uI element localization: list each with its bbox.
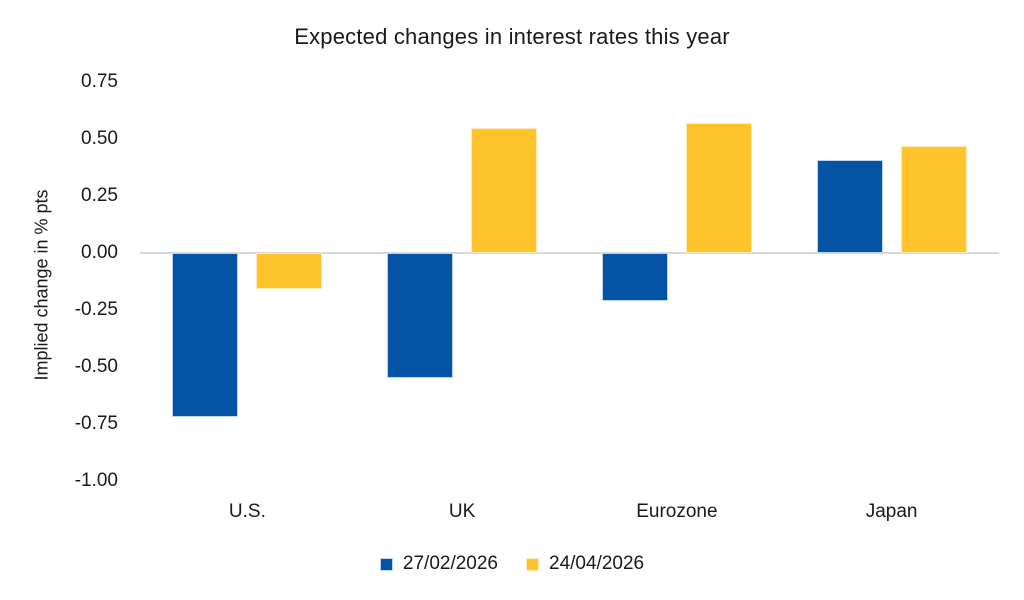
y-tick-label: -1.00 xyxy=(74,470,118,491)
bar-24-04-2026-japan xyxy=(900,145,967,253)
legend-swatch-icon xyxy=(526,557,539,571)
bar-27-02-2026-uk xyxy=(387,253,454,379)
y-tick-label: 0.50 xyxy=(81,128,118,149)
bar-27-02-2026-us xyxy=(172,253,239,418)
bar-24-04-2026-us xyxy=(256,253,323,290)
legend-swatch-icon xyxy=(379,557,393,571)
y-tick-label: -0.50 xyxy=(74,356,118,377)
category-label-uk: UK xyxy=(448,501,476,522)
y-tick-label: 0.25 xyxy=(81,185,118,206)
legend-label: 24/04/2026 xyxy=(549,553,645,574)
bar-24-04-2026-uk xyxy=(471,127,538,253)
category-label-eurozone: Eurozone xyxy=(636,501,718,522)
y-axis-title: Implied change in % pts xyxy=(31,189,52,381)
legend: 27/02/2026 24/04/2026 xyxy=(0,553,1024,575)
category-label-japan: Japan xyxy=(865,501,918,522)
legend-label: 27/02/2026 xyxy=(402,553,498,574)
y-tick-label: 0.00 xyxy=(81,242,118,263)
y-tick-label: -0.75 xyxy=(74,413,118,434)
category-label-us: U.S. xyxy=(228,501,266,522)
y-tick-label: 0.75 xyxy=(81,71,118,92)
y-tick-label: -0.25 xyxy=(74,299,118,320)
bar-24-04-2026-eurozone xyxy=(685,123,752,253)
legend-entry: 24/04/2026 xyxy=(526,553,644,575)
chart-title: Expected changes in interest rates this … xyxy=(294,24,730,49)
bar-27-02-2026-japan xyxy=(816,159,883,253)
zero-axis-line xyxy=(140,252,999,254)
bar-27-02-2026-eurozone xyxy=(601,253,668,301)
legend-entry: 27/02/2026 xyxy=(379,553,498,575)
